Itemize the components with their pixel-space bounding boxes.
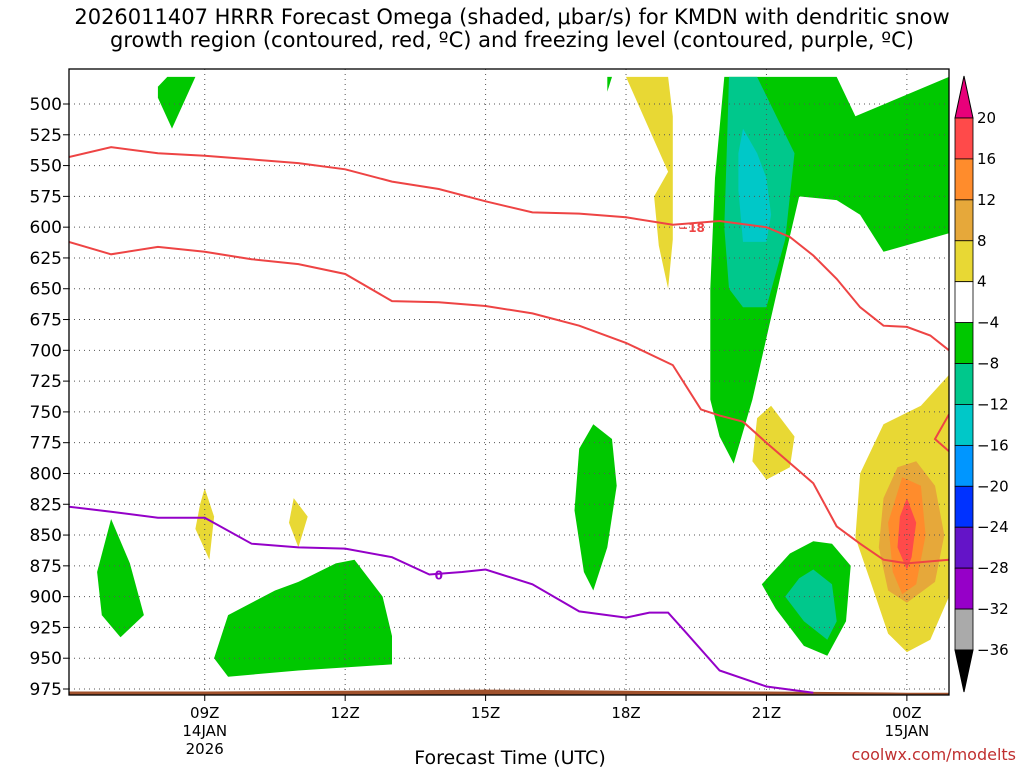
y-tick-label: 975: [30, 680, 62, 700]
x-tick-label: 2026: [186, 740, 224, 758]
y-axis-ticks: 500 525 550 575 600 625 650 675 700 725 750 775 800 8…: [30, 95, 69, 700]
x-tick-label: 15Z: [471, 704, 500, 722]
y-tick-label: 700: [30, 341, 62, 361]
omega-region-12: [289, 498, 308, 548]
freezing-level-contour: [69, 505, 814, 694]
y-tick-label: 550: [30, 157, 62, 177]
contour-label-zero: 0: [435, 568, 443, 582]
x-tick-label: 00Z: [892, 704, 921, 722]
colorbar-swatch: [954, 199, 974, 242]
colorbar-label: 16: [977, 150, 996, 168]
y-tick-label: 875: [30, 557, 62, 577]
y-tick-label: 775: [30, 434, 62, 454]
x-tick-label: 21Z: [752, 704, 781, 722]
omega-region-17: [897, 498, 917, 570]
omega-region-4: [738, 128, 772, 242]
chart-title-line-2: growth region (contoured, red, ºC) and f…: [110, 28, 914, 52]
contour-label-minus18: −18: [678, 221, 705, 235]
omega-shading-layer: [97, 76, 949, 677]
colorbar-label: −32: [977, 600, 1009, 618]
y-tick-label: 600: [30, 218, 62, 238]
colorbar-swatch: [954, 526, 974, 569]
colorbar-label: −12: [977, 395, 1009, 413]
x-tick-label: 09Z: [190, 704, 219, 722]
colorbar-label: −20: [977, 477, 1009, 495]
dgz-upper-contour: [69, 146, 949, 352]
y-tick-label: 625: [30, 249, 62, 269]
ground-surface: [69, 689, 949, 695]
y-tick-label: 575: [30, 187, 62, 207]
chart-title: 2026011407 HRRR Forecast Omega (shaded, …: [0, 6, 1024, 52]
x-tick-label: 15JAN: [885, 722, 930, 740]
x-tick-label: 14JAN: [182, 722, 227, 740]
gridlines: [69, 69, 949, 695]
colorbar-label: 20: [977, 109, 996, 127]
y-tick-label: 500: [30, 95, 62, 115]
x-tick-label: 18Z: [611, 704, 640, 722]
colorbar: 20 16 12 8 4 −4 −8 −12 −16 −20 −24 −28 −32 −36: [954, 75, 1009, 693]
colorbar-swatch: [954, 444, 974, 487]
colorbar-swatch: [954, 363, 974, 405]
y-tick-label: 525: [30, 126, 62, 146]
omega-region-7: [574, 424, 617, 591]
colorbar-label: −4: [977, 314, 999, 332]
credit-text: coolwx.com/modelts: [852, 745, 1016, 764]
colorbar-bottom-triangle: [954, 649, 974, 693]
y-tick-label: 850: [30, 526, 62, 546]
omega-region-5: [97, 519, 144, 638]
y-tick-label: 925: [30, 618, 62, 638]
y-tick-label: 650: [30, 280, 62, 300]
y-tick-label: 800: [30, 464, 62, 484]
colorbar-swatch: [954, 404, 974, 446]
colorbar-label: −16: [977, 436, 1009, 454]
y-tick-label: 825: [30, 495, 62, 515]
omega-region-6: [214, 559, 392, 677]
ground-layer: [69, 689, 949, 695]
colorbar-swatch: [954, 608, 974, 651]
y-tick-label: 725: [30, 372, 62, 392]
y-tick-label: 900: [30, 588, 62, 608]
colorbar-top-triangle: [954, 75, 974, 119]
omega-region-0: [157, 76, 196, 129]
y-tick-label: 750: [30, 403, 62, 423]
plot-frame: [68, 68, 950, 696]
omega-region-13: [752, 405, 795, 480]
colorbar-label: 8: [977, 232, 987, 250]
dgz-edge-contour: [933, 413, 949, 453]
colorbar-label: 4: [977, 273, 987, 291]
colorbar-swatch: [954, 281, 974, 324]
colorbar-label: 12: [977, 191, 996, 209]
colorbar-swatch: [954, 567, 974, 610]
dgz-lower-contour: [69, 240, 949, 565]
colorbar-swatch: [954, 117, 974, 160]
y-tick-label: 950: [30, 649, 62, 669]
omega-region-10: [626, 76, 673, 289]
omega-region-9: [785, 569, 837, 640]
colorbar-swatch: [954, 322, 974, 364]
x-axis-label: Forecast Time (UTC): [414, 747, 605, 768]
colorbar-swatch: [954, 158, 974, 201]
colorbar-label: −8: [977, 355, 999, 373]
omega-region-1: [607, 76, 612, 92]
chart-title-line-1: 2026011407 HRRR Forecast Omega (shaded, …: [74, 5, 950, 29]
colorbar-swatch: [954, 240, 974, 283]
colorbar-swatch: [954, 485, 974, 528]
y-tick-label: 675: [30, 311, 62, 331]
contour-layer: −18 0: [69, 146, 949, 694]
colorbar-label: −24: [977, 518, 1009, 536]
colorbar-label: −36: [977, 641, 1009, 659]
x-tick-label: 12Z: [330, 704, 359, 722]
colorbar-label: −28: [977, 559, 1009, 577]
